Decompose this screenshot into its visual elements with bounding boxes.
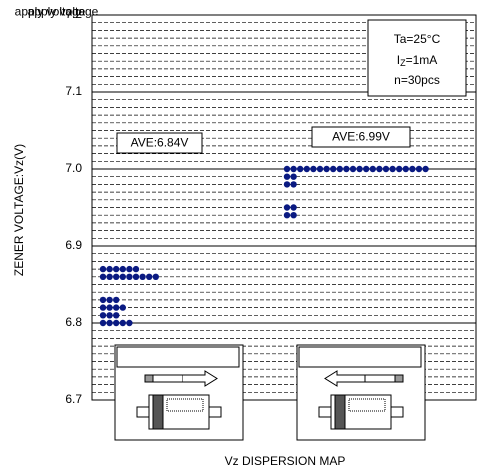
- dot: [283, 181, 291, 188]
- dot: [382, 165, 390, 173]
- condition-ta: Ta=25°C: [394, 32, 441, 46]
- diagram-label: apply voltage: [28, 5, 99, 19]
- dot: [119, 304, 127, 311]
- dot: [336, 165, 343, 173]
- condition-n: n=30pcs: [394, 73, 440, 87]
- dot: [376, 165, 383, 173]
- dot: [316, 165, 324, 173]
- dot: [113, 304, 120, 311]
- y-tick-label: 6.7: [65, 392, 82, 406]
- ave-box-1: AVE:6.99V: [311, 126, 411, 148]
- dot: [113, 273, 120, 280]
- ave-box-0: AVE:6.84V: [116, 132, 203, 154]
- dot: [290, 165, 297, 173]
- dot: [152, 273, 159, 280]
- dot: [402, 165, 409, 173]
- dot: [132, 273, 140, 280]
- dot: [99, 312, 107, 319]
- dot: [106, 304, 113, 311]
- dot: [323, 165, 330, 173]
- dot: [363, 165, 370, 173]
- ave-label: AVE:6.99V: [332, 130, 390, 144]
- dot: [106, 265, 113, 273]
- dot: [99, 304, 107, 311]
- dot: [283, 212, 291, 219]
- iz-subscript: Z: [400, 58, 406, 68]
- dot: [139, 273, 146, 280]
- diagram-1: [296, 344, 426, 441]
- dot: [106, 273, 113, 280]
- y-tick-label: 6.9: [65, 238, 82, 252]
- dot: [303, 165, 310, 173]
- dot: [283, 165, 291, 173]
- dot: [99, 296, 107, 304]
- dot: [106, 319, 113, 327]
- dot: [283, 173, 291, 180]
- dot: [396, 165, 403, 173]
- y-axis-label: ZENER VOLTAGE:Vz(V): [12, 144, 26, 276]
- dot: [343, 165, 350, 173]
- dot: [126, 319, 133, 327]
- dot: [422, 165, 429, 173]
- conditions-box: Ta=25°C IZ=1mA n=30pcs: [367, 19, 467, 97]
- dot: [330, 165, 337, 173]
- dot: [99, 273, 107, 280]
- dot: [99, 319, 107, 327]
- ave-label: AVE:6.84V: [131, 136, 189, 150]
- dot: [369, 165, 376, 173]
- dot: [106, 296, 113, 304]
- dot: [106, 312, 113, 319]
- y-tick-label: 6.8: [65, 315, 82, 329]
- diagram-label: apply voltage: [15, 5, 86, 19]
- dot: [310, 165, 317, 173]
- dot: [113, 312, 120, 319]
- dot: [119, 265, 127, 273]
- dot: [283, 204, 291, 211]
- dot: [126, 273, 133, 280]
- dot: [290, 181, 297, 188]
- dot: [113, 296, 120, 304]
- dot: [415, 165, 423, 173]
- dot: [409, 165, 416, 173]
- dot: [113, 319, 120, 327]
- y-tick-label: 7.2: [65, 7, 82, 21]
- dot: [290, 173, 297, 180]
- dot: [290, 212, 297, 219]
- dot: [132, 265, 140, 273]
- diagram-0: [114, 344, 244, 441]
- dot: [297, 165, 304, 173]
- x-axis-label: Vz DISPERSION MAP: [225, 454, 346, 468]
- iz-symbol: I: [397, 53, 400, 67]
- dot: [356, 165, 363, 173]
- dot: [146, 273, 153, 280]
- dot: [119, 319, 127, 327]
- dot: [119, 273, 127, 280]
- iz-value: =1mA: [406, 53, 438, 67]
- dot: [113, 265, 120, 273]
- y-tick-label: 7.0: [65, 161, 82, 175]
- plot-frame: [91, 14, 477, 401]
- dot: [349, 165, 357, 173]
- y-tick-label: 7.1: [65, 84, 82, 98]
- dot: [126, 265, 133, 273]
- condition-iz: IZ=1mA: [397, 53, 438, 68]
- dot: [99, 265, 107, 273]
- dot: [290, 204, 297, 211]
- dot: [389, 165, 396, 173]
